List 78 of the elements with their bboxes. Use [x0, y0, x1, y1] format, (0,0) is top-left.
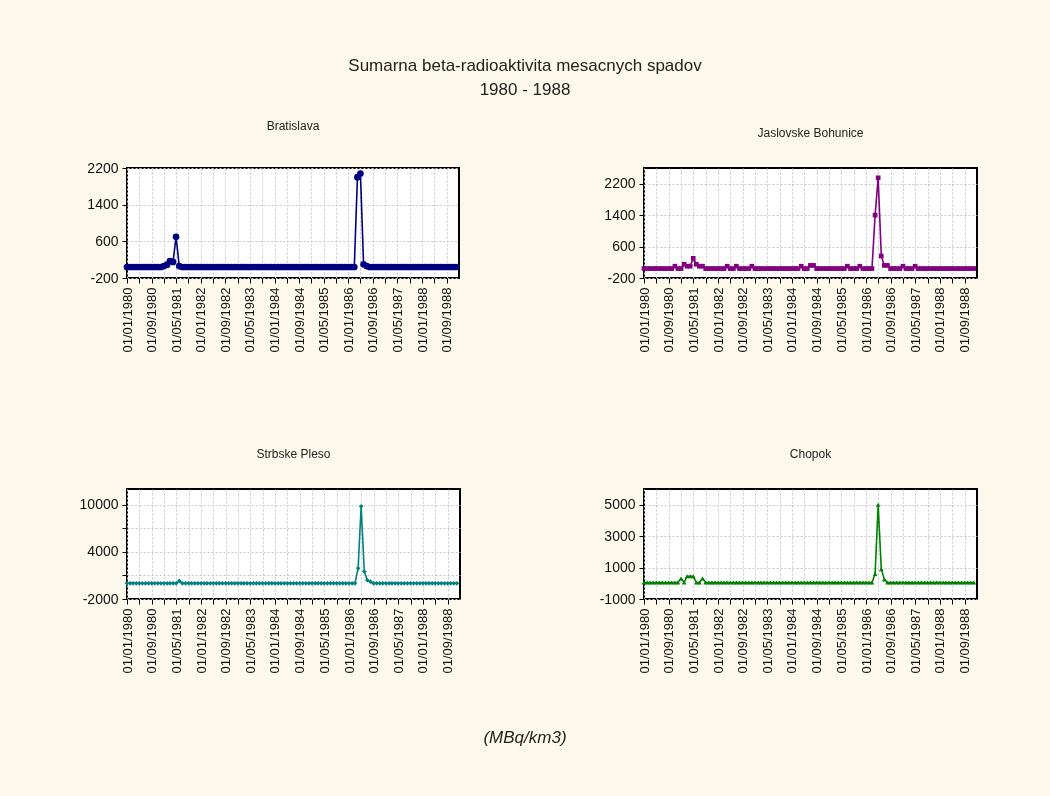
chart-title: Bratislava — [266, 119, 320, 133]
x-tick-label: 01/01/1988 — [932, 608, 948, 674]
x-tick-label: 01/05/1987 — [389, 287, 405, 353]
chart-title: Chopok — [789, 447, 833, 461]
x-tick-label: 01/01/1980 — [636, 287, 652, 353]
x-tick-label: 01/09/1980 — [661, 287, 677, 353]
x-tick-label: 01/05/1985 — [833, 287, 849, 353]
x-tick-label: 01/05/1985 — [316, 608, 332, 674]
text: (MBq/km3) — [482, 728, 568, 748]
x-tick-label: 01/09/1984 — [291, 287, 307, 353]
text: Sumarna beta-radioaktivita mesacnych spadov — [347, 55, 703, 77]
x-tick-label: 01/01/1988 — [415, 608, 431, 674]
x-tick-label: 01/01/1980 — [636, 608, 652, 674]
x-tick-label: 01/05/1981 — [685, 287, 701, 353]
x-tick-label: 01/09/1986 — [366, 608, 382, 674]
x-tick-label: 01/05/1981 — [168, 287, 184, 353]
x-tick-label: 01/09/1980 — [144, 287, 160, 353]
x-tick-label: 01/01/1986 — [340, 287, 356, 353]
x-tick-label: 01/05/1983 — [242, 287, 258, 353]
x-tick-label: 01/09/1988 — [439, 287, 455, 353]
x-tick-label: 01/05/1985 — [833, 608, 849, 674]
x-tick-label: 01/05/1987 — [907, 608, 923, 674]
chart-title: Strbske Pleso — [256, 447, 331, 461]
x-tick-label: 01/01/1982 — [193, 287, 209, 353]
x-tick-label: 01/05/1983 — [759, 287, 775, 353]
x-tick-label: 01/01/1980 — [119, 287, 135, 353]
x-tick-label: 01/09/1988 — [957, 287, 973, 353]
y-tick-label: 2200 — [87, 159, 119, 176]
x-tick-label: 01/09/1988 — [957, 608, 973, 674]
x-tick-label: 01/09/1986 — [883, 287, 899, 353]
x-tick-label: 01/05/1983 — [242, 608, 258, 674]
x-tick-label: 01/01/1980 — [119, 608, 135, 674]
x-tick-label: 01/09/1982 — [735, 287, 751, 353]
x-tick-label: 01/01/1984 — [267, 287, 283, 353]
y-tick-label: -200 — [607, 269, 636, 286]
y-tick-label: 1400 — [87, 196, 119, 213]
x-tick-label: 01/01/1988 — [932, 287, 948, 353]
x-tick-label: 01/09/1988 — [440, 608, 456, 674]
x-tick-label: 01/09/1984 — [809, 608, 825, 674]
y-tick-label: -2000 — [82, 590, 119, 607]
y-tick-label: 600 — [612, 238, 636, 255]
y-tick-label: 10000 — [79, 496, 119, 513]
x-tick-label: 01/01/1986 — [858, 287, 874, 353]
y-tick-label: 2200 — [604, 175, 636, 192]
x-tick-label: 01/01/1986 — [858, 608, 874, 674]
x-tick-label: 01/09/1986 — [883, 608, 899, 674]
x-tick-label: 01/01/1988 — [414, 287, 430, 353]
y-tick-label: -200 — [90, 269, 119, 286]
x-tick-label: 01/09/1982 — [218, 608, 234, 674]
x-tick-label: 01/05/1987 — [390, 608, 406, 674]
x-tick-label: 01/01/1984 — [267, 608, 283, 674]
x-tick-label: 01/09/1984 — [292, 608, 308, 674]
y-tick-label: 5000 — [604, 496, 636, 513]
x-tick-label: 01/01/1982 — [710, 608, 726, 674]
y-tick-label: 4000 — [87, 543, 119, 560]
x-tick-label: 01/09/1986 — [365, 287, 381, 353]
y-tick-label: -1000 — [599, 590, 636, 607]
text: 1980 - 1988 — [478, 79, 572, 101]
x-tick-label: 01/05/1981 — [168, 608, 184, 674]
x-tick-label: 01/09/1980 — [144, 608, 160, 674]
x-tick-label: 01/05/1985 — [316, 287, 332, 353]
y-tick-label: 1400 — [604, 206, 636, 223]
x-tick-label: 01/09/1982 — [217, 287, 233, 353]
x-tick-label: 01/01/1982 — [193, 608, 209, 674]
y-tick-label: 3000 — [604, 527, 636, 544]
x-tick-label: 01/09/1984 — [809, 287, 825, 353]
x-tick-label: 01/09/1980 — [661, 608, 677, 674]
y-tick-label: 600 — [95, 232, 119, 249]
x-tick-label: 01/01/1984 — [784, 287, 800, 353]
x-tick-label: 01/01/1982 — [710, 287, 726, 353]
x-tick-label: 01/05/1983 — [759, 608, 775, 674]
x-tick-label: 01/01/1986 — [341, 608, 357, 674]
chart-title: Jaslovske Bohunice — [757, 126, 864, 140]
x-tick-label: 01/01/1984 — [784, 608, 800, 674]
y-tick-label: 1000 — [604, 559, 636, 576]
x-tick-label: 01/05/1981 — [685, 608, 701, 674]
x-tick-label: 01/05/1987 — [907, 287, 923, 353]
x-tick-label: 01/09/1982 — [735, 608, 751, 674]
